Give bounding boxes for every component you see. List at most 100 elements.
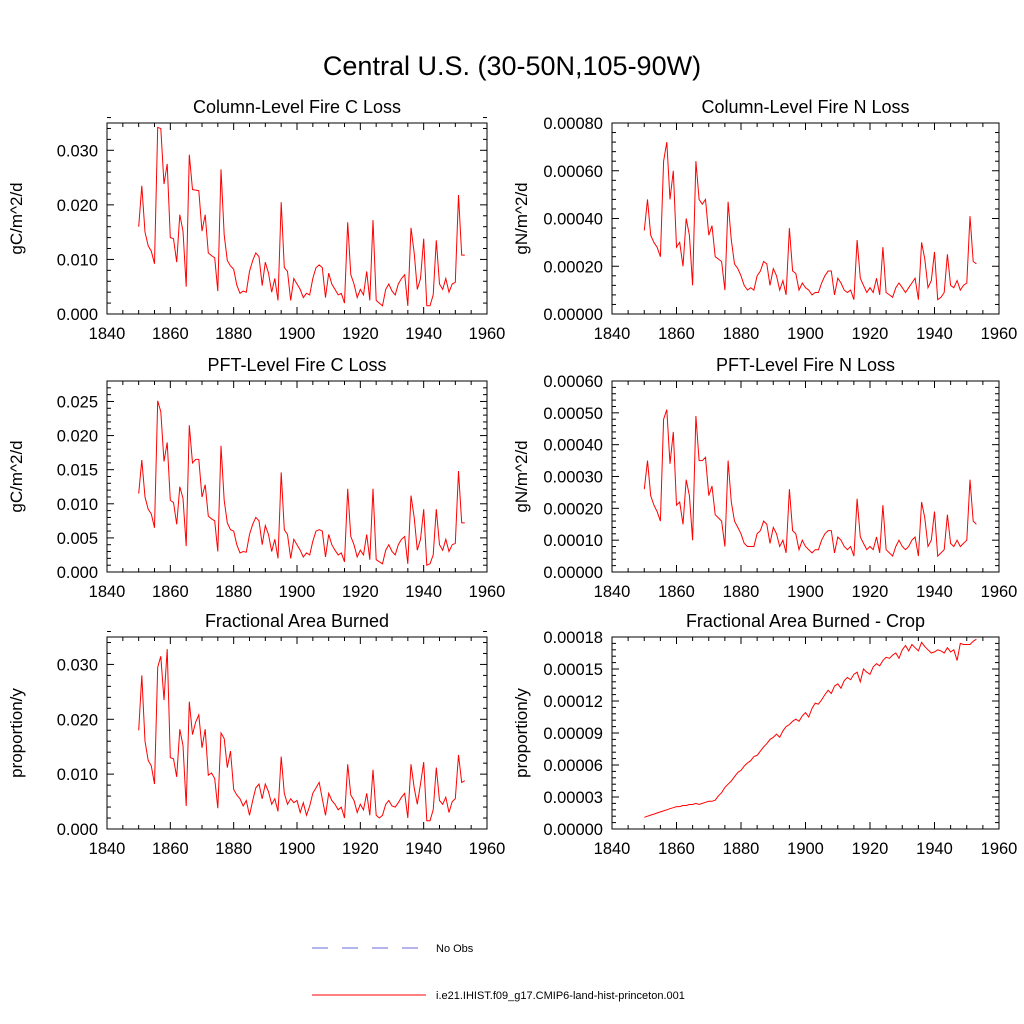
x-tick-label: 1900 — [787, 840, 824, 858]
panel-2: Column-Level Fire N Loss gN/m^2/d 1840 1860… — [512, 97, 1017, 343]
panel-1: Column-Level Fire C Loss gC/m^2/d 1840 1860… — [7, 97, 505, 343]
x-tick-label: 1880 — [723, 840, 760, 858]
series-line-1 — [138, 126, 465, 307]
x-tick-label: 1900 — [787, 325, 824, 343]
x-tick-label: 1920 — [852, 583, 889, 601]
x-tick-label: 1920 — [852, 840, 889, 858]
panel-title: PFT-Level Fire N Loss — [716, 355, 895, 375]
panel-title: Fractional Area Burned — [205, 611, 389, 631]
plot-frame — [106, 122, 488, 315]
panel-4: PFT-Level Fire N Loss gN/m^2/d 1840 1860 188… — [512, 355, 1017, 601]
y-tick-label: 0.00020 — [543, 258, 603, 276]
plot-frame — [611, 380, 1000, 573]
y-tick-label: 0.030 — [57, 656, 98, 674]
x-tick-label: 1960 — [469, 840, 506, 858]
legend-label-no-obs: No Obs — [436, 943, 474, 955]
y-tick-label: 0.00080 — [543, 115, 603, 133]
y-axis-label: proportion/y — [7, 688, 26, 778]
x-tick-label: 1900 — [787, 583, 824, 601]
x-tick-label: 1960 — [981, 325, 1018, 343]
y-tick-label: 0.00010 — [543, 532, 603, 550]
y-tick-label: 0.000 — [57, 306, 98, 324]
x-tick-label: 1860 — [152, 840, 189, 858]
legend-label-model: i.e21.IHIST.f09_g17.CMIP6-land-hist-prin… — [436, 990, 685, 1002]
y-tick-label: 0.010 — [57, 251, 98, 269]
x-tick-label: 1920 — [342, 325, 379, 343]
y-tick-label: 0.010 — [57, 766, 98, 784]
series-line-1 — [138, 649, 466, 822]
x-tick-label: 1840 — [594, 840, 631, 858]
plot-frame — [611, 122, 1000, 315]
panel-title: Column-Level Fire C Loss — [193, 97, 401, 117]
x-tick-label: 1940 — [916, 840, 953, 858]
x-tick-label: 1960 — [469, 583, 506, 601]
y-axis-label: proportion/y — [512, 688, 531, 778]
y-tick-label: 0.00030 — [543, 469, 603, 487]
x-tick-label: 1920 — [342, 840, 379, 858]
x-tick-label: 1840 — [89, 583, 126, 601]
y-axis-label: gC/m^2/d — [7, 440, 26, 512]
x-tick-label: 1940 — [405, 583, 442, 601]
y-tick-label: 0.00050 — [543, 405, 603, 423]
y-tick-label: 0.00000 — [543, 821, 603, 839]
y-tick-label: 0.010 — [57, 496, 98, 514]
y-tick-label: 0.00006 — [543, 757, 603, 775]
x-tick-label: 1840 — [594, 583, 631, 601]
series-line-1 — [643, 409, 977, 558]
panel-title: PFT-Level Fire C Loss — [207, 355, 386, 375]
panel-title: Column-Level Fire N Loss — [701, 97, 909, 117]
x-tick-label: 1840 — [89, 840, 126, 858]
y-tick-label: 0.00003 — [543, 789, 603, 807]
x-tick-label: 1860 — [152, 583, 189, 601]
panel-6: Fractional Area Burned - Crop proportion/… — [512, 611, 1017, 858]
y-tick-label: 0.00009 — [543, 725, 603, 743]
x-tick-label: 1940 — [916, 325, 953, 343]
y-tick-label: 0.00015 — [543, 661, 603, 679]
x-tick-label: 1900 — [279, 325, 316, 343]
panels: Column-Level Fire C Loss gC/m^2/d 1840 1860… — [7, 97, 1017, 858]
x-tick-label: 1960 — [981, 583, 1018, 601]
y-tick-label: 0.00040 — [543, 437, 603, 455]
x-tick-label: 1880 — [215, 840, 252, 858]
y-tick-label: 0.020 — [57, 428, 98, 446]
y-tick-label: 0.020 — [57, 711, 98, 729]
x-tick-label: 1860 — [658, 325, 695, 343]
y-axis-label: gN/m^2/d — [512, 182, 531, 254]
panel-3: PFT-Level Fire C Loss gC/m^2/d 1840 1860 188… — [7, 355, 505, 601]
y-tick-label: 0.00040 — [543, 211, 603, 229]
y-axis-label: gN/m^2/d — [512, 440, 531, 512]
x-tick-label: 1860 — [658, 840, 695, 858]
series-line-1 — [643, 142, 977, 301]
y-tick-label: 0.030 — [57, 142, 98, 160]
x-tick-label: 1960 — [981, 840, 1018, 858]
plot-frame — [106, 380, 488, 573]
x-tick-label: 1880 — [723, 325, 760, 343]
y-tick-label: 0.00060 — [543, 373, 603, 391]
y-tick-label: 0.00000 — [543, 306, 603, 324]
panel-5: Fractional Area Burned proportion/y 1840 18… — [7, 611, 505, 858]
y-tick-label: 0.020 — [57, 197, 98, 215]
y-tick-label: 0.000 — [57, 564, 98, 582]
x-tick-label: 1940 — [916, 583, 953, 601]
y-tick-label: 0.00000 — [543, 564, 603, 582]
x-tick-label: 1840 — [89, 325, 126, 343]
x-tick-label: 1860 — [152, 325, 189, 343]
figure-title: Central U.S. (30-50N,105-90W) — [323, 51, 701, 81]
series-line-1 — [138, 400, 465, 566]
series-line-1 — [644, 638, 977, 818]
x-tick-label: 1920 — [852, 325, 889, 343]
x-tick-label: 1920 — [342, 583, 379, 601]
plot-frame — [611, 636, 1000, 830]
x-tick-label: 1900 — [279, 840, 316, 858]
y-tick-label: 0.005 — [57, 530, 98, 548]
x-tick-label: 1880 — [215, 325, 252, 343]
x-tick-label: 1960 — [469, 325, 506, 343]
x-tick-label: 1940 — [405, 325, 442, 343]
x-tick-label: 1940 — [405, 840, 442, 858]
y-axis-label: gC/m^2/d — [7, 182, 26, 254]
x-tick-label: 1880 — [723, 583, 760, 601]
legend: No Obs i.e21.IHIST.f09_g17.CMIP6-land-hi… — [312, 943, 685, 1002]
y-tick-label: 0.000 — [57, 821, 98, 839]
x-tick-label: 1900 — [279, 583, 316, 601]
